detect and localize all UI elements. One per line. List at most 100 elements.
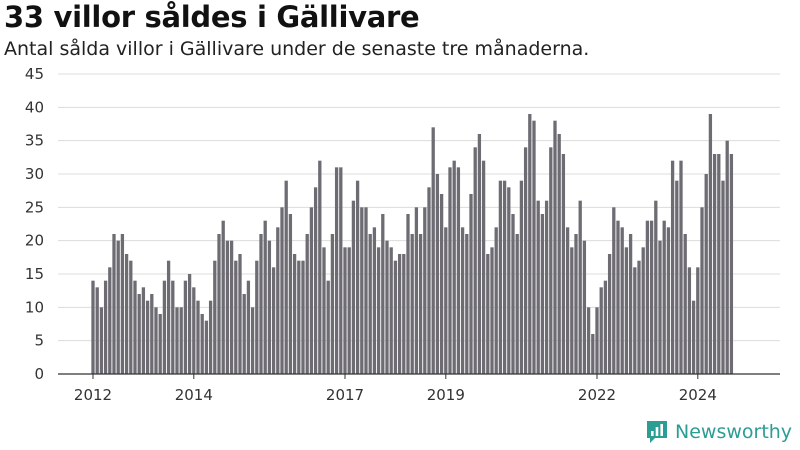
bar [339, 167, 343, 374]
bar [675, 180, 679, 374]
bar [423, 207, 427, 374]
bar [175, 307, 179, 374]
bar [633, 267, 637, 374]
bar [204, 320, 209, 374]
bar [196, 300, 200, 374]
bar [595, 307, 599, 374]
bar [322, 247, 326, 374]
bar [515, 234, 519, 374]
bar [326, 280, 330, 374]
bar [544, 200, 549, 374]
bar [263, 220, 267, 374]
bar [616, 220, 620, 374]
bar [700, 207, 704, 374]
bar [418, 234, 423, 374]
bar [99, 307, 104, 374]
bar [141, 287, 146, 374]
bar [91, 280, 95, 374]
bar [586, 307, 591, 374]
bar [330, 234, 335, 374]
bar [708, 114, 713, 374]
bar [628, 234, 633, 374]
bar [112, 234, 116, 374]
bar [217, 234, 221, 374]
y-tick-label: 35 [25, 132, 44, 150]
bar [267, 240, 272, 374]
bar [607, 254, 612, 374]
bar [654, 200, 658, 374]
bar [246, 280, 251, 374]
bar [158, 314, 162, 374]
x-tick-label: 2019 [427, 386, 465, 404]
bar [120, 234, 125, 374]
bar [729, 154, 734, 374]
bar [637, 260, 641, 374]
y-tick-label: 45 [25, 65, 44, 83]
bar [192, 287, 196, 374]
bar [460, 227, 465, 374]
bars [91, 114, 734, 374]
bar [582, 240, 587, 374]
bar [439, 194, 444, 374]
bar [200, 314, 204, 374]
x-axis: 2012 2014 2017 2019 2022 2024 [58, 373, 780, 404]
bar [624, 247, 629, 374]
bar [162, 280, 167, 374]
bar [355, 180, 360, 374]
bar [305, 234, 309, 374]
bar [666, 227, 671, 374]
newsworthy-logo-text: Newsworthy [675, 421, 793, 443]
bar [599, 287, 603, 374]
bar [108, 267, 112, 374]
bar [225, 240, 230, 374]
bar [137, 294, 141, 374]
bar [393, 260, 398, 374]
bar [696, 267, 700, 374]
bar [208, 300, 213, 374]
bar [519, 180, 524, 374]
bar [645, 220, 650, 374]
x-tick-label: 2022 [578, 386, 616, 404]
bar [297, 260, 301, 374]
bar [465, 234, 469, 374]
y-tick-label: 5 [34, 332, 44, 350]
bar [234, 260, 238, 374]
bar [145, 300, 150, 374]
bar [259, 234, 263, 374]
bar [481, 160, 486, 374]
bar [620, 227, 624, 374]
bar [250, 307, 255, 374]
bar [309, 207, 314, 374]
bar [523, 147, 528, 374]
bar [103, 280, 108, 374]
bar [280, 207, 284, 374]
bar [343, 247, 347, 374]
bar [469, 194, 473, 374]
bar [334, 167, 339, 374]
bar [360, 207, 364, 374]
bar [641, 247, 645, 374]
bar [490, 247, 494, 374]
bar [444, 227, 448, 374]
bar [381, 214, 385, 374]
bar [574, 234, 578, 374]
bar [435, 174, 440, 374]
y-tick-label: 0 [34, 365, 44, 383]
y-tick-label: 30 [25, 165, 44, 183]
bar [712, 154, 717, 374]
chart-subtitle: Antal sålda villor i Gällivare under de … [4, 38, 590, 60]
bar [351, 200, 356, 374]
bar [129, 260, 133, 374]
bar [271, 267, 276, 374]
y-tick-label: 10 [25, 298, 44, 316]
bar [721, 180, 725, 374]
bar [549, 147, 553, 374]
bar [368, 234, 372, 374]
bar [124, 254, 129, 374]
bar [528, 114, 532, 374]
bar [498, 180, 503, 374]
bar [658, 240, 662, 374]
bar [116, 240, 120, 374]
bar [389, 247, 393, 374]
